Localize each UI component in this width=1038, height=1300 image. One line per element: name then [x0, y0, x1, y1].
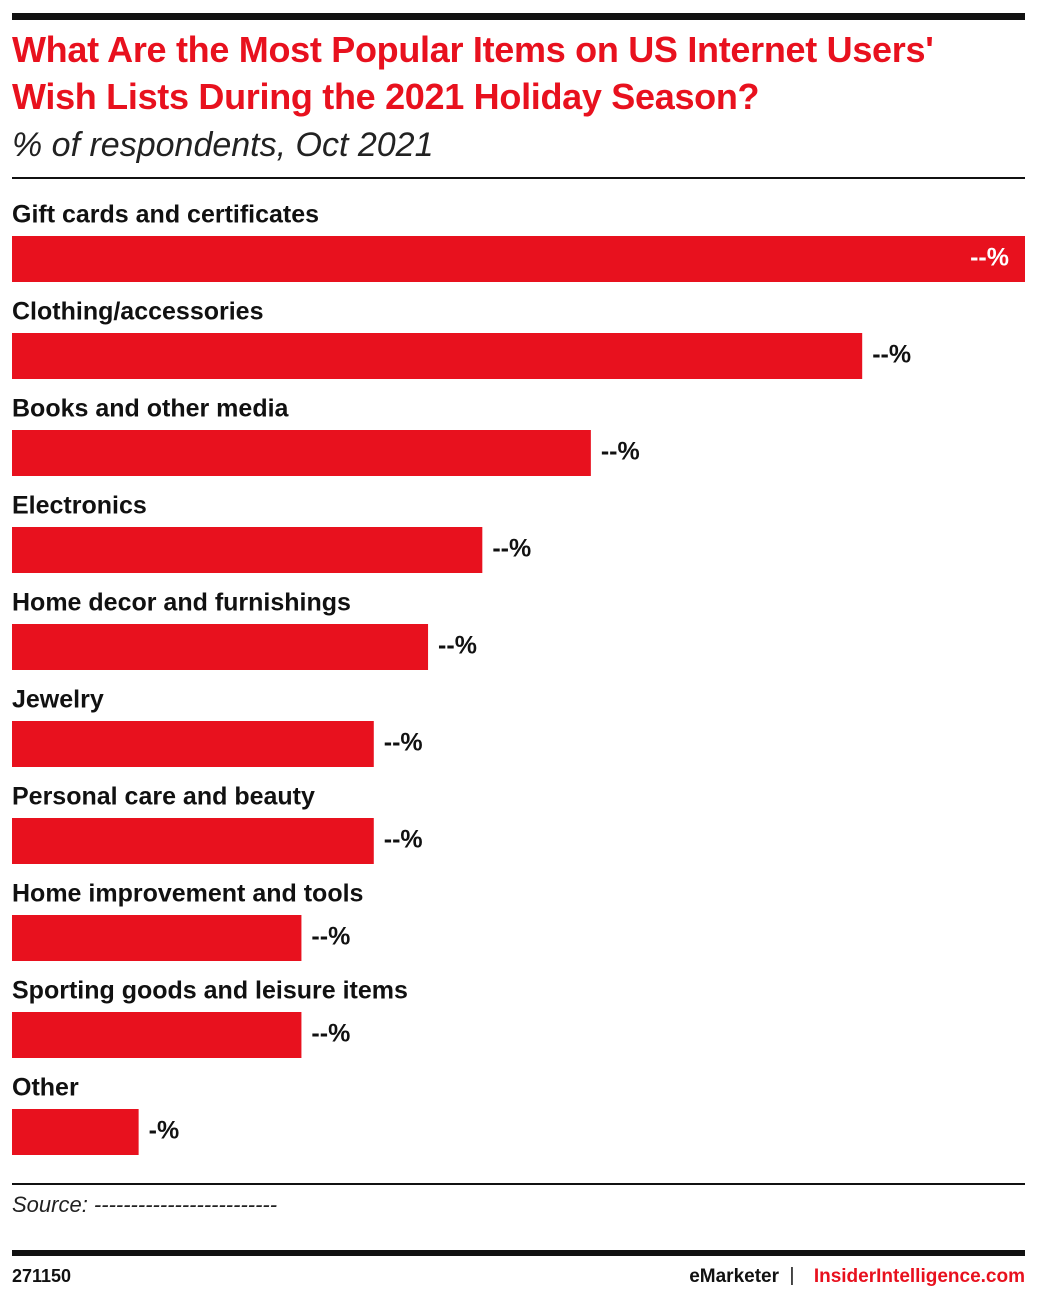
category-label: Gift cards and certificates: [12, 201, 319, 229]
category-label: Electronics: [12, 492, 147, 520]
bar: [12, 430, 591, 476]
category-label: Books and other media: [12, 395, 290, 423]
bottom-rule: [12, 1250, 1025, 1256]
bar: [12, 1012, 302, 1058]
bar: [12, 915, 302, 961]
value-label: --%: [872, 341, 911, 369]
value-label: --%: [438, 632, 477, 660]
value-label: --%: [970, 244, 1009, 272]
category-label: Home improvement and tools: [12, 880, 363, 908]
category-label: Other: [12, 1074, 79, 1102]
value-label: --%: [384, 826, 423, 854]
chart-subtitle: % of respondents, Oct 2021: [12, 126, 434, 164]
site: InsiderIntelligence.com: [814, 1266, 1025, 1287]
value-label: --%: [311, 923, 350, 951]
category-label: Clothing/accessories: [12, 298, 263, 326]
bar: [12, 527, 483, 573]
value-label: --%: [492, 535, 531, 563]
separator: |: [790, 1265, 795, 1286]
category-label: Jewelry: [12, 686, 104, 714]
bar: [12, 333, 863, 379]
value-label: --%: [601, 438, 640, 466]
chart-title: What Are the Most Popular Items on US In…: [12, 29, 934, 117]
bar: [12, 624, 429, 670]
value-label: -%: [149, 1117, 180, 1145]
category-label: Home decor and furnishings: [12, 589, 351, 617]
bar: [12, 1109, 139, 1155]
bar: [12, 818, 374, 864]
category-label: Personal care and beauty: [12, 783, 315, 811]
bar: [12, 721, 374, 767]
bar: [12, 236, 1025, 282]
top-rule: [12, 13, 1025, 20]
brand: eMarketer: [689, 1266, 779, 1287]
chart-id: 271150: [12, 1266, 71, 1286]
source: Source: -------------------------: [12, 1192, 277, 1217]
category-label: Sporting goods and leisure items: [12, 977, 408, 1005]
value-label: --%: [311, 1020, 350, 1048]
value-label: --%: [384, 729, 423, 757]
